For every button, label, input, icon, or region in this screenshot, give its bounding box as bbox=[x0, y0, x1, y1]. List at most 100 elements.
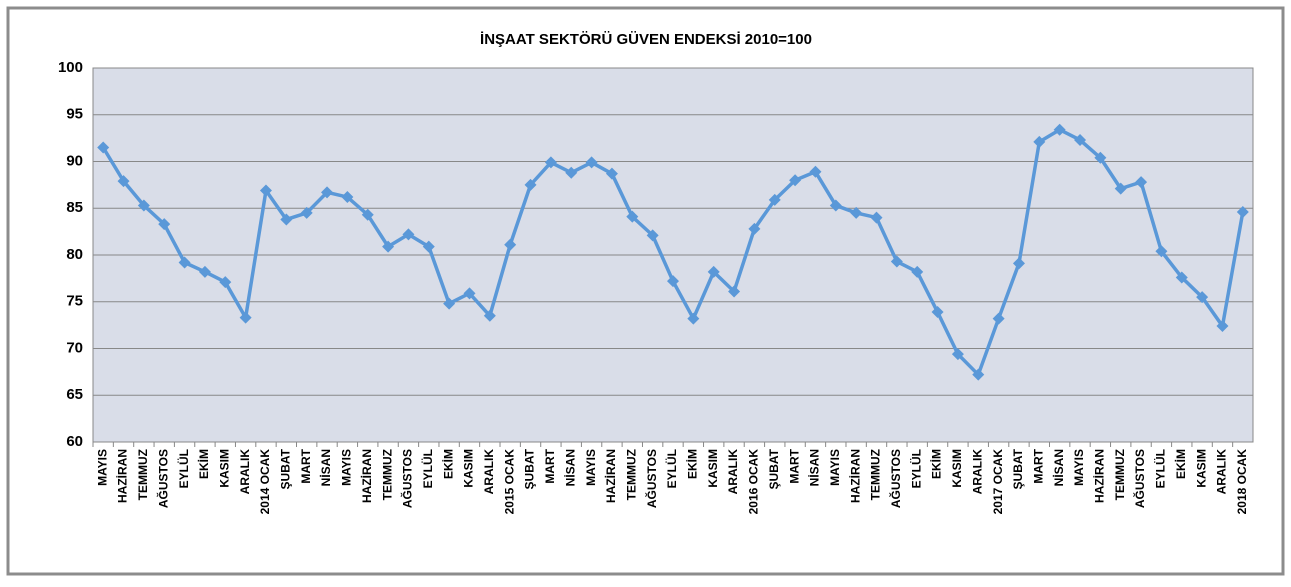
x-tick-label: ŞUBAT bbox=[523, 448, 537, 489]
x-tick-label: KASIM bbox=[950, 449, 964, 488]
marker bbox=[565, 166, 578, 179]
x-tick-label: MAYIS bbox=[584, 449, 598, 486]
x-tick-label: EKİM bbox=[685, 449, 700, 479]
marker bbox=[667, 275, 679, 288]
marker bbox=[850, 206, 863, 219]
x-tick-label: ARALIK bbox=[726, 449, 740, 495]
y-tick-label: 60 bbox=[66, 433, 83, 450]
x-tick-label: ARALIK bbox=[970, 449, 984, 495]
x-tick-label: MAYIS bbox=[828, 449, 842, 486]
marker bbox=[951, 348, 964, 361]
marker bbox=[1074, 133, 1087, 146]
y-tick-label: 70 bbox=[66, 339, 83, 356]
x-tick-label: MART bbox=[1031, 448, 1045, 483]
marker bbox=[890, 255, 903, 268]
x-tick-label: 2015 OCAK bbox=[502, 449, 516, 515]
marker bbox=[911, 265, 924, 278]
marker bbox=[443, 297, 456, 310]
x-tick-label: KASIM bbox=[1194, 449, 1208, 488]
marker bbox=[280, 213, 293, 226]
x-tick-label: HAZİRAN bbox=[359, 449, 374, 503]
y-tick-label: 90 bbox=[66, 152, 83, 169]
marker bbox=[321, 186, 334, 199]
y-tick-label: 100 bbox=[58, 59, 83, 76]
x-tick-label: AĞUSTOS bbox=[155, 449, 170, 508]
marker bbox=[300, 206, 313, 219]
x-tick-label: MAYIS bbox=[1072, 449, 1086, 486]
marker bbox=[158, 218, 171, 231]
marker bbox=[870, 211, 883, 224]
x-tick-label: ŞUBAT bbox=[767, 448, 781, 489]
marker bbox=[402, 228, 415, 241]
x-tick-label: AĞUSTOS bbox=[400, 449, 415, 508]
x-tick-label: EYLÜL bbox=[1153, 449, 1168, 488]
marker bbox=[1175, 271, 1188, 284]
marker bbox=[504, 238, 517, 251]
marker bbox=[707, 265, 720, 278]
x-tick-label: ŞUBAT bbox=[1011, 448, 1025, 489]
marker bbox=[97, 141, 110, 154]
x-tick-label: TEMMUZ bbox=[136, 449, 150, 500]
marker bbox=[605, 167, 618, 180]
x-tick-label: MAYIS bbox=[95, 449, 109, 486]
x-tick-label: 2017 OCAK bbox=[991, 449, 1005, 515]
marker bbox=[483, 309, 496, 322]
marker bbox=[1196, 291, 1209, 304]
x-tick-label: ARALIK bbox=[482, 449, 496, 495]
chart-title: İNŞAAT SEKTÖRÜ GÜVEN ENDEKSİ 2010=100 bbox=[480, 31, 812, 48]
y-tick-label: 85 bbox=[66, 199, 83, 216]
x-tick-label: AĞUSTOS bbox=[644, 449, 659, 508]
x-tick-label: 2016 OCAK bbox=[747, 449, 761, 515]
x-tick-label: NİSAN bbox=[1051, 449, 1066, 486]
marker bbox=[768, 193, 781, 206]
x-tick-label: MAYIS bbox=[340, 449, 354, 486]
marker bbox=[829, 199, 842, 212]
marker bbox=[992, 312, 1005, 325]
marker bbox=[646, 229, 659, 242]
x-tick-label: KASIM bbox=[217, 449, 231, 488]
x-tick-label: EYLÜL bbox=[908, 449, 923, 488]
x-tick-label: MART bbox=[299, 448, 313, 483]
x-tick-label: NİSAN bbox=[318, 449, 333, 486]
marker bbox=[137, 199, 150, 212]
marker bbox=[1012, 257, 1025, 270]
marker bbox=[463, 287, 476, 300]
marker bbox=[178, 256, 191, 269]
x-tick-label: NİSAN bbox=[807, 449, 822, 486]
x-tick-label: TEMMUZ bbox=[380, 449, 394, 500]
x-tick-label: AĞUSTOS bbox=[888, 449, 903, 508]
marker bbox=[626, 210, 639, 223]
marker bbox=[524, 178, 537, 191]
x-tick-label: EKİM bbox=[440, 449, 455, 479]
x-tick-label: TEMMUZ bbox=[624, 449, 638, 500]
y-tick-label: 95 bbox=[66, 106, 83, 123]
y-tick-label: 65 bbox=[66, 386, 83, 403]
marker bbox=[259, 184, 272, 197]
marker bbox=[1155, 245, 1168, 258]
marker bbox=[239, 311, 252, 324]
marker bbox=[1114, 182, 1127, 195]
x-tick-label: EYLÜL bbox=[664, 449, 679, 488]
x-tick-label: HAZİRAN bbox=[603, 449, 618, 503]
x-tick-label: TEMMUZ bbox=[1113, 449, 1127, 500]
x-tick-label: 2014 OCAK bbox=[258, 449, 272, 515]
marker bbox=[931, 306, 944, 319]
marker bbox=[789, 174, 802, 187]
x-tick-label: EKİM bbox=[929, 449, 944, 479]
marker bbox=[117, 175, 130, 188]
x-tick-label: HAZİRAN bbox=[847, 449, 862, 503]
marker bbox=[361, 208, 374, 221]
marker bbox=[728, 285, 741, 298]
y-tick-label: 80 bbox=[66, 246, 83, 263]
marker bbox=[1216, 320, 1229, 333]
marker bbox=[1053, 123, 1066, 136]
marker bbox=[748, 222, 761, 235]
x-tick-label: ARALIK bbox=[238, 449, 252, 495]
x-tick-label: EYLÜL bbox=[176, 449, 191, 488]
marker bbox=[809, 165, 822, 178]
x-tick-label: ARALIK bbox=[1215, 449, 1229, 495]
marker bbox=[422, 240, 435, 253]
x-tick-label: EYLÜL bbox=[420, 449, 435, 488]
marker bbox=[1094, 151, 1107, 164]
